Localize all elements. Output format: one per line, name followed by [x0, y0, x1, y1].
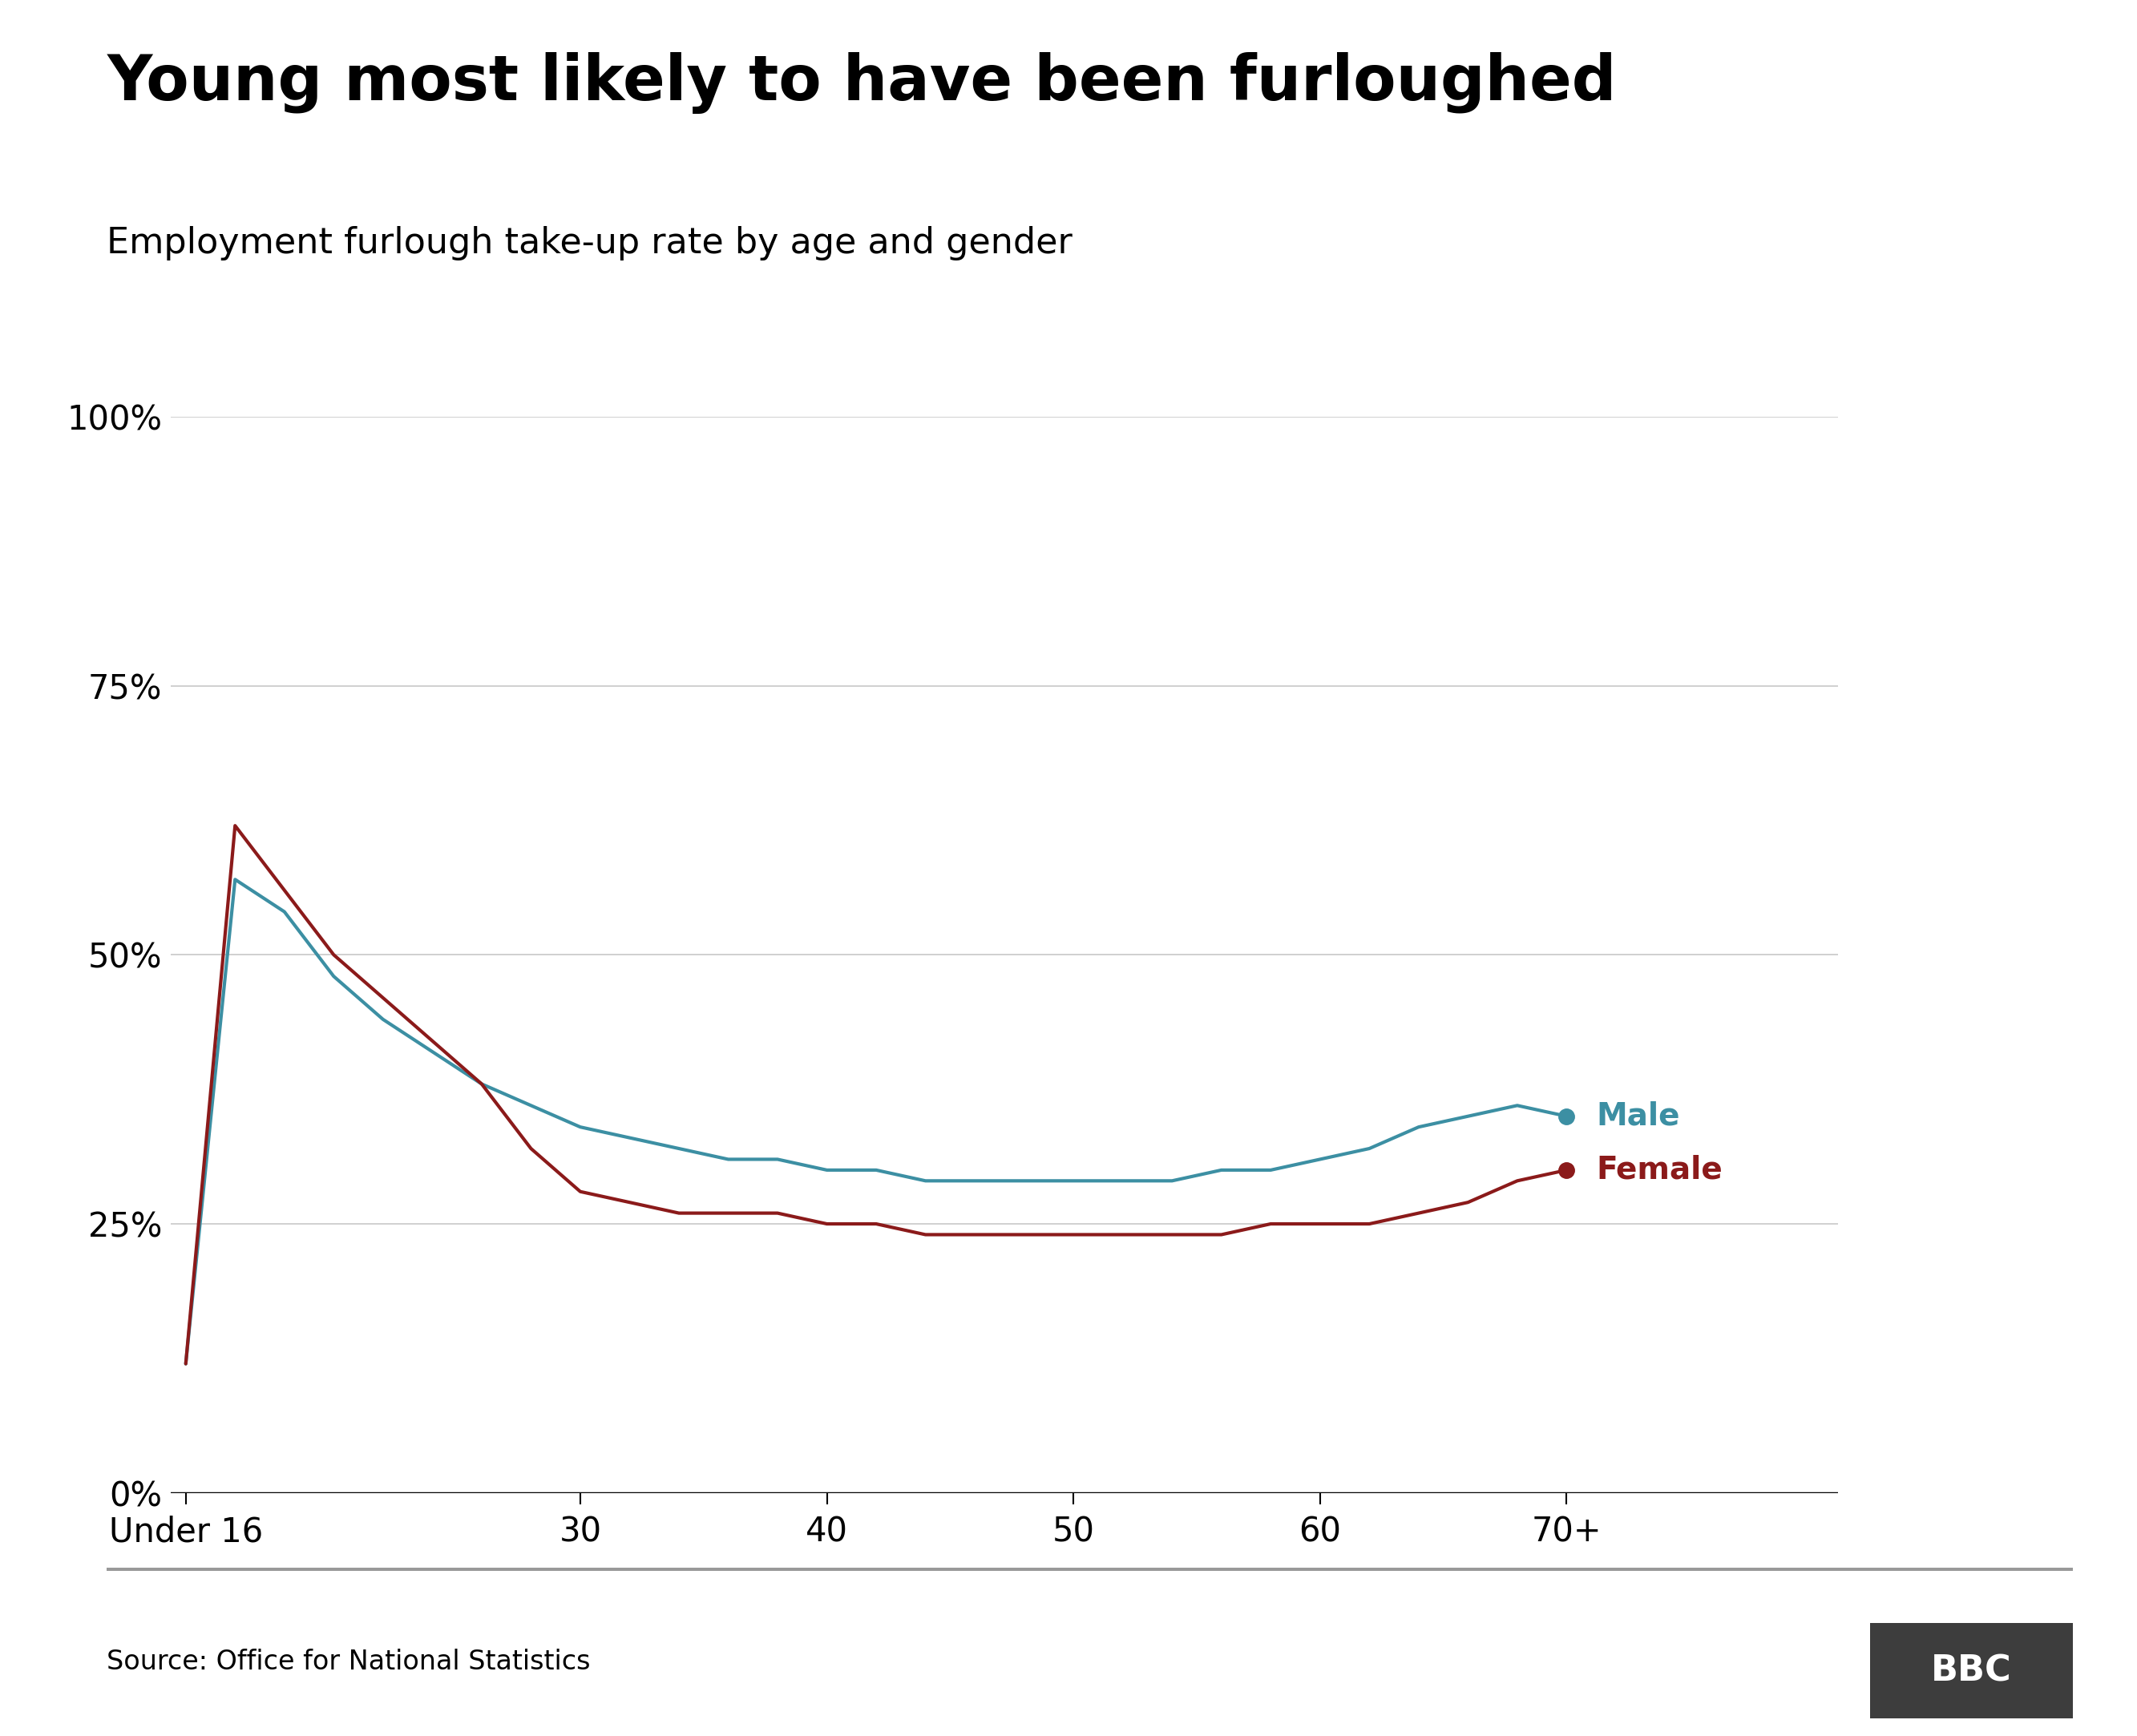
Text: BBC: BBC: [1932, 1654, 2011, 1687]
Text: Young most likely to have been furloughed: Young most likely to have been furloughe…: [107, 52, 1616, 115]
Text: Male: Male: [1596, 1101, 1680, 1132]
Text: Employment furlough take-up rate by age and gender: Employment furlough take-up rate by age …: [107, 226, 1073, 260]
Text: Source: Office for National Statistics: Source: Office for National Statistics: [107, 1649, 590, 1675]
Text: Female: Female: [1596, 1154, 1722, 1186]
